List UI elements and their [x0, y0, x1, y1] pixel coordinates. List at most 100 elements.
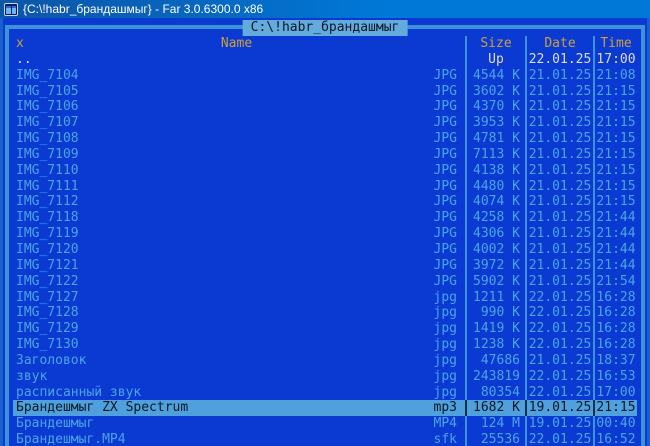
file-size: 1682 K [465, 400, 525, 417]
file-name-cell: звук jpg [13, 369, 465, 385]
file-ext: JPG [433, 226, 457, 242]
file-name: IMG_7120 [16, 241, 79, 257]
file-row[interactable]: звук jpg 243819 22.01.25 16:53 [13, 368, 637, 385]
file-row[interactable]: Брандешмыг MP4 124 M 19.01.25 00:40 [13, 416, 637, 433]
file-ext: JPG [433, 241, 457, 257]
column-header-date-label: Date [544, 36, 576, 51]
file-date: 21.01.25 [525, 241, 593, 258]
file-row[interactable]: IMG_7106 JPG 4370 K 21.01.25 21:15 [13, 99, 637, 116]
file-time: 00:40 [593, 416, 637, 433]
file-name: IMG_7108 [16, 131, 79, 147]
file-size: 4074 K [465, 194, 525, 211]
icon-left-pane [6, 5, 11, 14]
file-row[interactable]: IMG_7127 jpg 1211 K 22.01.25 16:28 [13, 289, 637, 306]
file-name: Брандешмыг [16, 416, 95, 432]
file-date: 22.01.25 [525, 51, 593, 68]
file-row[interactable]: IMG_7105 JPG 3602 K 21.01.25 21:15 [13, 83, 637, 100]
file-name-cell: IMG_7105 JPG [13, 84, 465, 100]
file-time: 21:54 [593, 273, 637, 290]
file-date: 21.01.25 [525, 178, 593, 195]
file-date: 22.01.25 [525, 305, 593, 322]
file-ext: JPG [433, 178, 457, 194]
file-time: 21:15 [593, 178, 637, 195]
file-date: 22.01.25 [525, 289, 593, 306]
file-ext: jpg [433, 337, 457, 353]
file-row[interactable]: Брандешмыг.MP4 sfk 25536 22.01.25 16:52 [13, 432, 637, 446]
console-area: C:\!habr_брандашмыг x Name Size Date [0, 18, 650, 446]
file-date: 21.01.25 [525, 273, 593, 290]
column-header-name[interactable]: x Name [13, 36, 465, 52]
file-size: 7113 K [465, 146, 525, 163]
file-size: 80354 [465, 384, 525, 401]
file-size: 4781 K [465, 131, 525, 147]
file-row[interactable]: IMG_7130 jpg 1238 K 22.01.25 16:28 [13, 337, 637, 353]
file-ext: jpg [433, 289, 457, 305]
file-name: IMG_7106 [16, 99, 79, 115]
file-date: 19.01.25 [525, 400, 593, 417]
file-name: IMG_7129 [16, 321, 79, 337]
file-name-cell: IMG_7107 JPG [13, 115, 465, 131]
file-size: 124 M [465, 416, 525, 433]
file-panel: C:\!habr_брандашмыг x Name Size Date [3, 20, 647, 446]
file-time: 21:15 [593, 131, 637, 147]
file-name-cell: IMG_7129 jpg [13, 321, 465, 337]
file-ext: JPG [433, 115, 457, 131]
file-row[interactable]: IMG_7104 JPG 4544 K 21.01.25 21:08 [13, 67, 637, 84]
file-row[interactable]: IMG_7128 jpg 990 K 22.01.25 16:28 [13, 305, 637, 322]
file-row[interactable]: IMG_7107 JPG 3953 K 21.01.25 21:15 [13, 115, 637, 132]
title-bar[interactable]: {C:\!habr_брандашмыг} - Far 3.0.6300.0 x… [0, 0, 650, 18]
column-header-row: x Name Size Date Time [13, 36, 637, 52]
file-name: IMG_7127 [16, 289, 79, 305]
file-row[interactable]: IMG_7112 JPG 4074 K 21.01.25 21:15 [13, 194, 637, 211]
file-row[interactable]: IMG_7118 JPG 4258 K 21.01.25 21:44 [13, 210, 637, 227]
file-name: IMG_7128 [16, 305, 79, 321]
file-row-cursor[interactable]: Брандешмыг ZX Spectrum mp3 1682 K 19.01.25 2… [13, 400, 637, 417]
column-header-size-label: Size [480, 36, 512, 51]
file-row[interactable]: расписанный звук jpg 80354 22.01.25 17:00 [13, 384, 637, 401]
column-header-date[interactable]: Date [525, 36, 593, 52]
file-date: 21.01.25 [525, 115, 593, 132]
file-time: 21:44 [593, 257, 637, 274]
far-manager-icon[interactable] [4, 2, 18, 16]
file-name: Заголовок [16, 352, 87, 368]
panel-top-border: C:\!habr_брандашмыг [3, 20, 647, 36]
column-header-time[interactable]: Time [593, 36, 637, 52]
column-header-time-label: Time [600, 36, 632, 51]
file-time: 21:15 [593, 400, 637, 417]
file-row[interactable]: IMG_7129 jpg 1419 K 22.01.25 16:28 [13, 321, 637, 338]
file-date: 21.01.25 [525, 67, 593, 84]
file-size: 3972 K [465, 257, 525, 274]
window-title: {C:\!habr_брандашмыг} - Far 3.0.6300.0 x… [23, 2, 264, 16]
file-row[interactable]: IMG_7121 JPG 3972 K 21.01.25 21:44 [13, 257, 637, 274]
file-size: 4002 K [465, 241, 525, 258]
file-size: 4370 K [465, 99, 525, 116]
file-ext: jpg [433, 305, 457, 321]
file-row[interactable]: IMG_7119 JPG 4306 K 21.01.25 21:44 [13, 226, 637, 242]
file-time: 21:15 [593, 162, 637, 179]
file-row[interactable]: IMG_7120 JPG 4002 K 21.01.25 21:44 [13, 241, 637, 258]
file-date: 21.01.25 [525, 257, 593, 274]
file-time: 16:52 [593, 432, 637, 446]
file-time: 21:44 [593, 241, 637, 258]
file-row[interactable]: IMG_7109 JPG 7113 K 21.01.25 21:15 [13, 146, 637, 163]
file-row[interactable]: IMG_7122 JPG 5902 K 21.01.25 21:54 [13, 273, 637, 290]
panel-path[interactable]: C:\!habr_брандашмыг [242, 20, 408, 36]
column-header-size[interactable]: Size [465, 36, 525, 52]
file-time: 21:15 [593, 99, 637, 116]
file-name-cell: расписанный звук jpg [13, 385, 465, 401]
column-header-name-label: Name [220, 36, 253, 51]
updir-row[interactable]: .. Up 22.01.25 17:00 [13, 51, 637, 68]
file-name: IMG_7104 [16, 67, 79, 83]
file-date: 22.01.25 [525, 337, 593, 353]
file-name: звук [16, 368, 48, 384]
file-size: 1211 K [465, 289, 525, 306]
file-date: 21.01.25 [525, 226, 593, 242]
file-size: 3953 K [465, 115, 525, 132]
file-time: 16:28 [593, 289, 637, 306]
file-row[interactable]: Заголовок jpg 47686 21.01.25 18:37 [13, 352, 637, 369]
file-time: 21:44 [593, 210, 637, 227]
file-row[interactable]: IMG_7111 JPG 4480 K 21.01.25 21:15 [13, 178, 637, 195]
file-name: .. [16, 51, 32, 67]
file-row[interactable]: IMG_7110 JPG 4138 K 21.01.25 21:15 [13, 162, 637, 179]
file-row[interactable]: IMG_7108 JPG 4781 K 21.01.25 21:15 [13, 131, 637, 147]
